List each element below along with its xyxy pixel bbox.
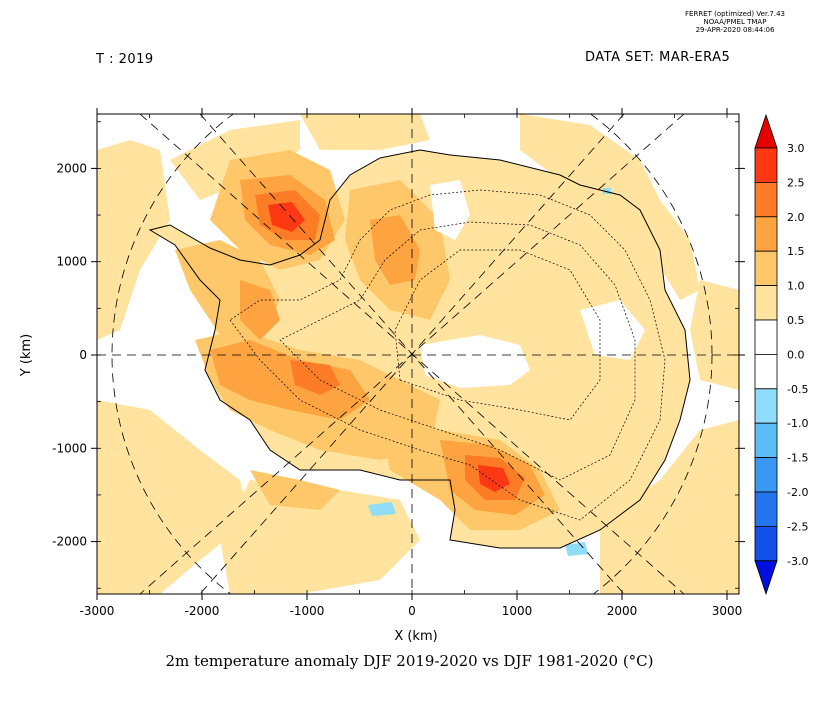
colorbar-label: -2.5 bbox=[787, 520, 808, 533]
ocean-patch-north bbox=[300, 114, 430, 150]
meridian-diag-4 bbox=[199, 114, 625, 594]
x-axis: -3000 -2000 -1000 0 1000 2000 3000 bbox=[80, 108, 743, 618]
negative-anomaly-southeast bbox=[565, 542, 588, 556]
colorbar-label: -1.0 bbox=[787, 417, 808, 430]
colorbar-label: 2.5 bbox=[787, 176, 805, 189]
time-label: T : 2019 bbox=[96, 52, 154, 67]
stamp-line-2: NOAA/PMEL TMAP bbox=[703, 18, 767, 26]
colorbar-segment bbox=[754, 285, 778, 321]
polar-grid bbox=[97, 114, 739, 594]
colorbar-segment bbox=[754, 353, 778, 390]
colorbar-segment bbox=[754, 181, 778, 218]
anomaly-south-coast bbox=[250, 470, 340, 510]
x-axis-label: X (km) bbox=[394, 629, 437, 644]
ferret-stamp: FERRET (optimized) Ver.7.43 NOAA/PMEL TM… bbox=[660, 10, 810, 34]
neutral-interior bbox=[420, 335, 530, 388]
elevation-contour-3 bbox=[394, 249, 601, 421]
colorbar-label: -1.5 bbox=[787, 452, 808, 465]
elevation-contour-2 bbox=[279, 221, 636, 481]
stamp-line-1: FERRET (optimized) Ver.7.43 bbox=[685, 10, 785, 18]
anomaly-west-peak bbox=[290, 360, 340, 395]
plot-frame bbox=[96, 113, 740, 595]
x-tick-label: 2000 bbox=[607, 604, 638, 618]
frame-minor-ticks bbox=[96, 114, 739, 594]
colorbar-label: 2.0 bbox=[787, 211, 805, 224]
y-tick-label: 0 bbox=[79, 348, 87, 362]
colorbar-label: -3.0 bbox=[787, 555, 808, 568]
colorbar-segment bbox=[754, 216, 778, 252]
anomaly-west-core bbox=[210, 340, 370, 420]
negative-anomaly-south bbox=[368, 502, 396, 516]
colorbar-label: 1.0 bbox=[787, 280, 805, 293]
colorbar: 3.0 2.5 2.0 1.5 1.0 0.5 0.0 -0.5 -1.0 -1.5 -2.0 -2.… bbox=[754, 113, 808, 596]
anomaly-field bbox=[97, 114, 739, 594]
x-tick-label: -1000 bbox=[290, 604, 325, 618]
colorbar-segment bbox=[754, 250, 778, 286]
colorbar-segment bbox=[754, 526, 778, 562]
x-tick-label: 1000 bbox=[502, 604, 533, 618]
x-tick-label: 0 bbox=[408, 604, 416, 618]
y-tick-label: 2000 bbox=[56, 161, 87, 175]
colorbar-label: -0.5 bbox=[787, 383, 808, 396]
stamp-line-3: 29-APR-2020 08:44:06 bbox=[695, 26, 775, 34]
dataset-label: DATA SET: MAR-ERA5 bbox=[585, 50, 731, 65]
colorbar-over-arrow bbox=[754, 113, 778, 149]
colorbar-segment bbox=[754, 491, 778, 527]
y-tick-label: 1000 bbox=[56, 255, 87, 269]
colorbar-label: 0.5 bbox=[787, 314, 805, 327]
colorbar-label: 1.5 bbox=[787, 245, 805, 258]
anomaly-dml-core bbox=[370, 215, 420, 285]
anomaly-weddell-max bbox=[268, 202, 305, 232]
colorbar-label: 0.0 bbox=[787, 348, 805, 361]
anomaly-ross-max bbox=[478, 465, 510, 492]
x-tick-label: -3000 bbox=[80, 604, 115, 618]
ocean-patch-southeast bbox=[600, 420, 739, 594]
coastline bbox=[148, 149, 691, 549]
x-tick-label: 3000 bbox=[712, 604, 743, 618]
anomaly-peninsula-core bbox=[240, 280, 280, 340]
colorbar-label: -2.0 bbox=[787, 486, 808, 499]
colorbar-segment bbox=[754, 147, 778, 183]
ocean-patch-southwest bbox=[97, 400, 250, 594]
y-tick-label: -1000 bbox=[52, 441, 87, 455]
y-tick-label: -2000 bbox=[52, 535, 87, 549]
ocean-patch-east bbox=[690, 280, 739, 390]
elevation-contour-1 bbox=[229, 189, 666, 521]
colorbar-label: 3.0 bbox=[787, 142, 805, 155]
continent-base bbox=[150, 150, 690, 548]
elevation-contours bbox=[229, 189, 666, 521]
colorbar-segment bbox=[754, 388, 778, 424]
x-tick-label: -2000 bbox=[185, 604, 220, 618]
colorbar-segment bbox=[754, 422, 778, 459]
coastline-outline bbox=[148, 149, 691, 549]
y-axis: -2000 -1000 0 1000 2000 bbox=[52, 161, 745, 549]
colorbar-segment bbox=[754, 457, 778, 493]
colorbar-segment bbox=[754, 319, 778, 355]
figure-caption: 2m temperature anomaly DJF 2019-2020 vs … bbox=[165, 652, 654, 670]
ocean-patch-west bbox=[97, 140, 170, 340]
y-axis-label: Y (km) bbox=[19, 334, 34, 377]
neutral-plateau bbox=[430, 180, 470, 240]
colorbar-under-arrow bbox=[754, 560, 778, 596]
neutral-east-plateau bbox=[580, 300, 645, 360]
